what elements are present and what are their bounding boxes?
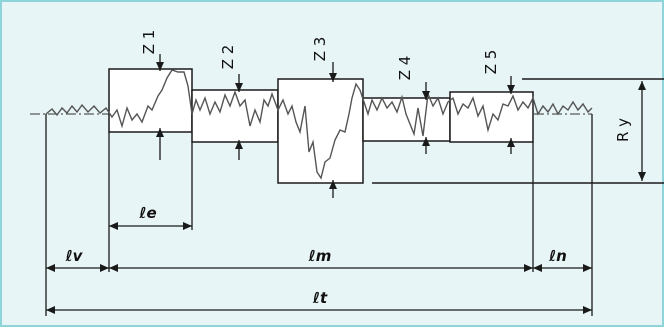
lv-label: ℓv (65, 247, 84, 265)
lt-arrowhead-right (583, 306, 592, 314)
lt-label: ℓt (312, 289, 328, 307)
ln-label: ℓn (548, 247, 567, 265)
ry-arrowhead-top (638, 81, 646, 90)
sample-box-3 (277, 78, 364, 184)
z3-label: Z 3 (311, 37, 329, 62)
z4-arrowhead-top (422, 91, 430, 100)
le-arrowhead-right (183, 222, 192, 230)
lm-arrowhead-left (109, 264, 118, 272)
lt-arrowhead-left (46, 306, 55, 314)
z5-arrowhead-bottom (507, 138, 515, 147)
lm-arrowhead-right (524, 264, 533, 272)
z5-arrowhead-top (507, 85, 515, 94)
ln-arrowhead-left (533, 264, 542, 272)
z4-label: Z 4 (396, 56, 414, 81)
lv-arrowhead-left (46, 264, 55, 272)
lv-arrowhead-right (100, 264, 109, 272)
z2-arrowhead-bottom (235, 140, 243, 149)
le-arrowhead-left (109, 222, 118, 230)
ry-arrowhead-bottom (638, 172, 646, 181)
ln-arrowhead-right (583, 264, 592, 272)
z1-label: Z 1 (140, 30, 158, 55)
sample-box-4 (362, 97, 451, 142)
lm-label: ℓm (308, 247, 332, 265)
z2-arrowhead-top (235, 83, 243, 92)
z3-arrowhead-bottom (329, 180, 337, 189)
z3-arrowhead-top (329, 73, 337, 82)
roughness-profile (45, 69, 593, 180)
z5-label: Z 5 (482, 50, 500, 75)
ry-label: R y (614, 118, 632, 142)
z2-label: Z 2 (219, 45, 237, 70)
z1-arrowhead-bottom (156, 128, 164, 137)
z1-arrowhead-top (156, 62, 164, 71)
le-label: ℓe (138, 204, 156, 222)
z4-arrowhead-bottom (422, 137, 430, 146)
